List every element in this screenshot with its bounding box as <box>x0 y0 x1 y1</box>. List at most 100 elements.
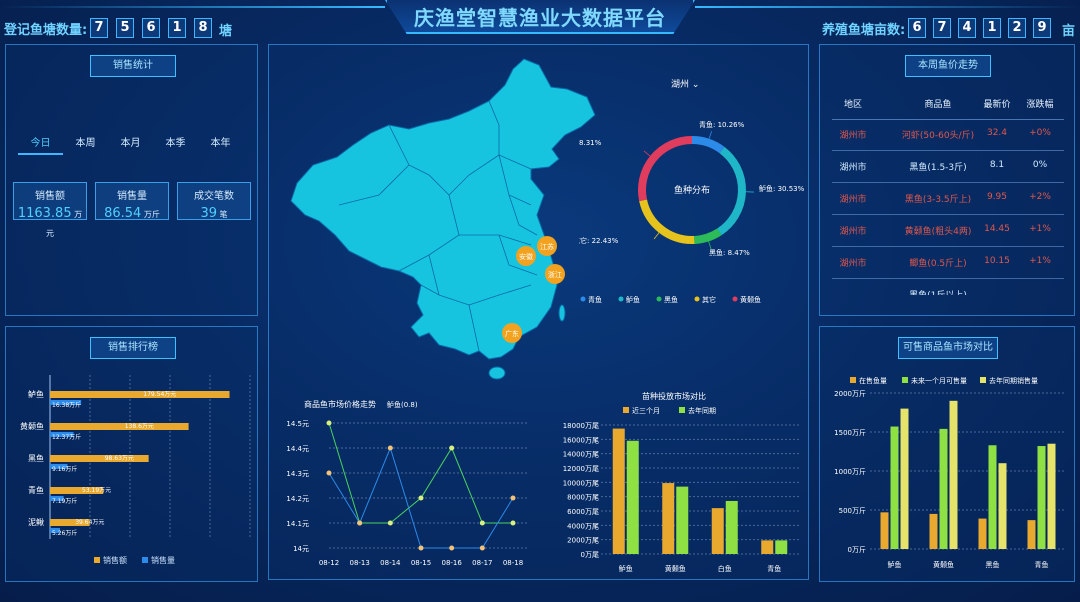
available-chart: 在售鱼量 未来一个月可售量 去年同期销售量 2000万斤 1500万斤 1000万斤 500… <box>834 376 1066 569</box>
slice-label: 青鱼: 10.26% <box>699 120 745 129</box>
price-point <box>326 420 332 426</box>
volume-bar <box>50 496 64 501</box>
cell-region: 湖州市 <box>839 195 867 205</box>
col-region: 地区 <box>843 100 862 110</box>
region-select[interactable]: 湖州 ⌄ <box>671 77 699 90</box>
slice-label: 其它: 22.43% <box>579 236 619 245</box>
table-row[interactable]: 湖州市 河虾(50-60头/斤) 32.4 +0% <box>832 119 1064 151</box>
legend-swatch <box>142 557 148 563</box>
donut-center-label: 鱼种分布 <box>674 184 710 196</box>
table-row[interactable]: 湖州市 鲫鱼(0.5斤上) 10.15 +1% <box>832 247 1064 279</box>
table-row[interactable]: 湖州市 黑鱼(1.5-3斤) 8.1 0% <box>832 151 1064 183</box>
y-tick: 14.4元 <box>286 445 309 453</box>
amount-bar <box>50 391 230 398</box>
price-table-header: 地区 商品鱼 最新价 涨跌幅 <box>820 97 1076 113</box>
amount-label: 39.64万元 <box>75 519 104 526</box>
cell-fish: 黑鱼(1.5-3斤) <box>909 163 967 173</box>
province-border <box>338 164 410 206</box>
rank-category: 黄颡鱼 <box>20 421 44 431</box>
price-point <box>418 545 424 551</box>
cell-region: 湖州市 <box>839 227 867 237</box>
available-bar <box>880 512 889 549</box>
legend-label: 去年同期 <box>688 406 716 415</box>
x-tick: 黄颡鱼 <box>933 560 954 569</box>
period-tab[interactable]: 今日 <box>18 134 63 155</box>
legend-label: 销售额 <box>103 555 127 565</box>
y-tick: 14元 <box>293 545 309 553</box>
available-bar <box>978 518 987 549</box>
volume-label: 9.16万斤 <box>52 465 77 473</box>
province-border <box>488 100 500 155</box>
sales-stats-title: 销售统计 <box>90 55 176 77</box>
pond-count-digit: 5 <box>116 18 134 38</box>
y-tick: 18000万尾 <box>563 422 599 430</box>
y-tick: 14.3元 <box>286 470 309 478</box>
rank-category: 泥鳅 <box>28 517 44 527</box>
province-border <box>448 154 532 196</box>
x-tick: 08-14 <box>380 559 401 567</box>
stat-value-line: 1163.85 万元 <box>14 202 86 240</box>
legend-swatch <box>902 377 908 383</box>
price-point <box>418 495 424 501</box>
table-row[interactable]: 湖州市 黄颡鱼(粗头4两) 14.45 +1% <box>832 215 1064 247</box>
y-tick: 12000万尾 <box>563 465 599 473</box>
province-border <box>398 194 460 272</box>
volume-bar <box>50 400 82 405</box>
legend-swatch <box>850 377 856 383</box>
cell-price: 14.45 <box>984 224 1010 234</box>
y-tick: 1500万斤 <box>834 428 866 437</box>
table-row[interactable]: 湖州市 黑鱼(3-3.5斤上) 9.95 +2% <box>832 183 1064 215</box>
y-tick: 16000万尾 <box>563 436 599 444</box>
price-point <box>387 445 393 451</box>
taiwan-island <box>558 304 566 322</box>
legend-label: 在售鱼量 <box>859 376 887 385</box>
period-tab[interactable]: 本月 <box>120 138 141 149</box>
x-tick: 08-17 <box>472 559 492 567</box>
cell-region: 湖州市 <box>839 259 867 269</box>
legend-label: 销售量 <box>151 555 175 565</box>
period-tab[interactable]: 本年 <box>210 138 231 149</box>
cell-price: 8.1 <box>989 160 1005 170</box>
available-bar <box>998 463 1007 549</box>
y-tick: 14.2元 <box>286 495 309 503</box>
period-tab[interactable]: 本周 <box>75 138 96 149</box>
slice-leader <box>653 232 660 240</box>
period-tab[interactable]: 本季 <box>165 138 186 149</box>
pond-count-digit: 1 <box>168 18 186 38</box>
pond-area-digit: 4 <box>958 18 976 38</box>
province-border <box>438 284 532 306</box>
seedling-bar <box>612 428 625 554</box>
cell-price: 10.15 <box>984 256 1010 266</box>
price-point <box>449 445 455 451</box>
price-point <box>387 520 393 526</box>
legend-dot <box>732 296 738 302</box>
available-bar <box>1047 443 1056 549</box>
slice-leader <box>708 131 713 139</box>
amount-bar <box>50 487 104 494</box>
available-bar <box>929 513 938 549</box>
price-table-body[interactable]: 湖州市 河虾(50-60头/斤) 32.4 +0% 湖州市 黑鱼(1.5-3斤) 8.1 0%… <box>832 119 1064 295</box>
x-tick: 08-16 <box>441 559 462 567</box>
map-marker <box>545 264 565 284</box>
slice-label: 鲈鱼: 30.53% <box>759 184 805 193</box>
sales-rank-panel: 销售排行榜 鲈鱼 179.54万元 16.38万斤 黄颡鱼 138.6万元 12.37万斤… <box>5 326 258 582</box>
x-tick: 鲈鱼 <box>888 560 902 569</box>
hainan-island <box>488 366 506 380</box>
x-tick: 鲈鱼 <box>619 564 633 573</box>
seedling-bar <box>626 440 639 554</box>
seedling-bar <box>761 540 774 554</box>
amount-label: 179.54万元 <box>143 391 176 398</box>
stat-value: 86.54 <box>104 206 142 221</box>
cell-region: 湖州市 <box>839 131 867 141</box>
seedling-title: 苗种投放市场对比 <box>642 391 706 401</box>
stat-card: 成交笔数 39 笔 <box>177 182 251 221</box>
volume-label: 12.37万斤 <box>52 433 81 441</box>
slice-label: 黄颡鱼: 28.31% <box>579 138 602 147</box>
pond-count-label: 登记鱼塘数量: <box>4 23 88 38</box>
x-tick: 白鱼 <box>718 564 732 573</box>
y-tick: 6000万尾 <box>567 508 599 516</box>
